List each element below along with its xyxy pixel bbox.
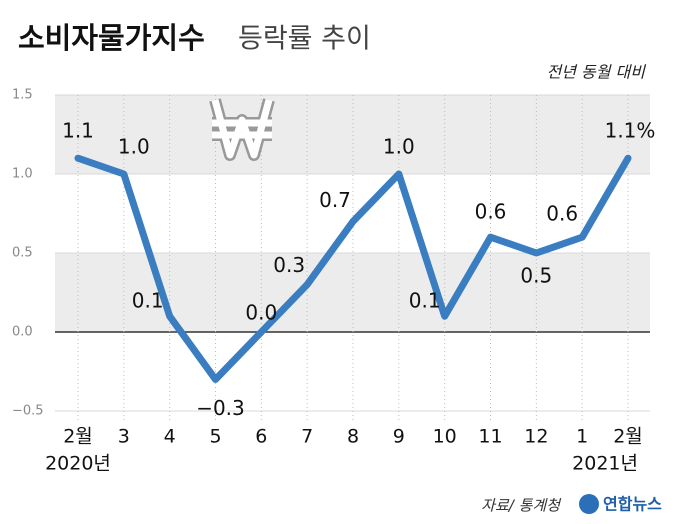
x-tick-label: 2월 [63, 426, 93, 448]
y-tick-label: 0.0 [12, 325, 33, 340]
data-label: 0.5 [520, 264, 552, 288]
y-tick-label: 0.5 [12, 246, 33, 261]
brand-logo [579, 494, 599, 514]
y-tick-label: 1.0 [12, 167, 33, 182]
data-label: 1.0 [383, 135, 415, 159]
x-tick-label: 10 [433, 426, 457, 448]
data-label: 0.3 [273, 253, 305, 277]
x-tick-label: 11 [478, 426, 502, 448]
data-line [74, 154, 632, 383]
x-tick-label: 5 [209, 426, 221, 448]
data-label: −0.3 [196, 396, 245, 420]
x-tick-label: 2월 [613, 426, 643, 448]
y-tick-label: −0.5 [12, 404, 44, 419]
year-label: 2021년 [572, 453, 638, 475]
x-tick-label: 12 [524, 426, 548, 448]
data-label: 1.1 [62, 119, 94, 143]
source: 자료/ 통계청 [481, 497, 562, 515]
x-tick-label: 3 [118, 426, 130, 448]
chart-subtitle: 등락률 추이 [238, 24, 371, 55]
data-label: 0.6 [475, 200, 507, 224]
x-tick-label: 4 [164, 426, 176, 448]
plot-area: −0.5 0.0 0.5 1.0 1.5 2월 3 4 5 6 7 8 9 10 11 12 1 2월 2020년 2… [12, 88, 655, 475]
data-label: 1.1% [605, 119, 656, 143]
data-label: 0.7 [319, 188, 351, 212]
x-tick-label: 9 [393, 426, 405, 448]
data-label: 1.0 [118, 135, 150, 159]
band [55, 95, 650, 174]
x-tick-label: 6 [255, 426, 267, 448]
won-icon [209, 98, 275, 161]
data-label: 0.0 [245, 301, 277, 325]
chart-title: 소비자물가지수 [18, 21, 205, 55]
x-tick-label: 1 [576, 426, 588, 448]
x-tick-label: 7 [301, 426, 313, 448]
data-label: 0.1 [409, 289, 441, 313]
y-tick-label: 1.5 [12, 88, 33, 103]
data-label: 0.6 [546, 202, 578, 226]
note: 전년 동월 대비 [547, 63, 647, 82]
data-label: 0.1 [132, 289, 164, 313]
brand: 연합뉴스 [603, 495, 662, 514]
year-label: 2020년 [45, 453, 111, 475]
x-tick-label: 8 [347, 426, 359, 448]
